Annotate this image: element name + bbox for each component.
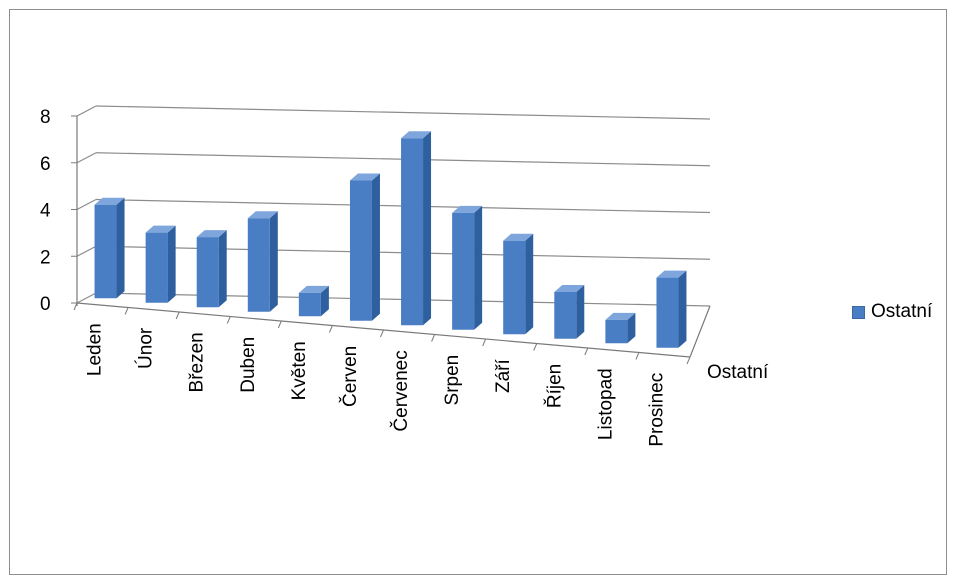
category-tick	[584, 347, 589, 356]
y-tick-label: 2	[40, 247, 51, 268]
bar-side	[576, 285, 585, 339]
category-tick	[73, 302, 78, 311]
bar-side	[116, 197, 125, 299]
bar-front	[656, 277, 679, 348]
chart-plot: 0 2 4 6 8 Leden Únor Březen Duben Květen Červen Če…	[40, 105, 769, 447]
bar-srpen	[452, 205, 483, 330]
category-tick	[124, 307, 129, 315]
bar-side	[474, 205, 483, 330]
legend-entry-ostatni: Ostatní	[871, 301, 933, 322]
bar-front	[94, 204, 117, 299]
bar-duben	[247, 211, 278, 312]
legend-swatch	[852, 305, 865, 319]
bar-top	[554, 285, 585, 292]
y-tick-label: 8	[40, 107, 51, 128]
y-tick-label: 4	[40, 201, 51, 222]
bar-front	[401, 138, 424, 326]
category-label: Červen	[339, 346, 361, 407]
category-tick	[277, 320, 282, 329]
category-label: Únor	[135, 327, 157, 369]
bar-front	[298, 292, 321, 317]
gridline	[95, 105, 711, 120]
depth-axis	[689, 305, 711, 358]
bar-září	[503, 233, 534, 335]
y-tick-label: 6	[40, 154, 51, 175]
bar-front	[349, 180, 372, 321]
category-tick	[328, 325, 333, 333]
bar-side	[371, 173, 380, 321]
bar-červen	[349, 173, 380, 321]
bar-říjen	[554, 285, 585, 339]
bar-side	[423, 131, 432, 326]
bar-květen	[298, 285, 329, 317]
bar-front	[503, 240, 526, 335]
category-tick	[533, 343, 538, 351]
bar-side	[218, 230, 227, 308]
category-tick	[431, 334, 436, 342]
category-label: Říjen	[543, 364, 565, 408]
bar-prosinec	[656, 270, 687, 348]
bar-top	[298, 285, 329, 293]
bar-únor	[145, 225, 176, 303]
bar-side	[525, 233, 534, 335]
category-tick	[482, 338, 487, 347]
side-gridline	[76, 292, 97, 304]
bar-side	[627, 312, 636, 344]
bars	[94, 131, 687, 348]
category-tick	[635, 352, 640, 360]
y-tick-labels: 0 2 4 6 8	[40, 107, 51, 315]
category-labels: Leden Únor Březen Duben Květen Červen Červenec…	[85, 323, 668, 446]
side-gridline	[76, 105, 97, 117]
category-tick	[175, 311, 180, 320]
side-gridline	[76, 152, 97, 164]
bar-front	[196, 237, 219, 308]
bar-front	[554, 292, 577, 339]
category-tick	[380, 329, 384, 338]
bar-front	[452, 212, 475, 330]
bar-side	[678, 270, 687, 348]
bar-top	[605, 312, 636, 320]
y-tick-label: 0	[40, 294, 51, 315]
bar-side	[320, 285, 329, 317]
side-gridline	[76, 198, 97, 211]
bar-březen	[196, 230, 227, 308]
category-label: Listopad	[595, 368, 616, 440]
bar-side	[167, 225, 176, 303]
bar-listopad	[605, 312, 636, 344]
bar-front	[247, 218, 270, 312]
bar-top	[94, 197, 125, 205]
series-axis-label: Ostatní	[707, 362, 769, 383]
legend: Ostatní	[852, 301, 932, 323]
bar-leden	[94, 197, 125, 299]
bar-front	[145, 232, 168, 303]
bar-front	[605, 319, 628, 344]
category-label: Prosinec	[646, 373, 667, 447]
bar-side	[269, 211, 278, 312]
bar-top	[247, 211, 278, 219]
category-tick	[686, 356, 691, 365]
category-label: Duben	[238, 337, 259, 393]
bar-top	[349, 173, 380, 181]
axes	[71, 115, 711, 365]
category-label: Červenec	[390, 350, 412, 431]
bar-top	[452, 205, 483, 213]
bar-top	[401, 131, 432, 139]
bar-top	[196, 230, 227, 238]
bar-top	[656, 270, 687, 278]
category-label: Březen	[187, 332, 208, 392]
category-tick	[226, 316, 231, 324]
category-label: Květen	[289, 341, 310, 400]
bar-top	[503, 233, 534, 241]
chart-frame: 0 2 4 6 8 Leden Únor Březen Duben Květen Červen Če…	[9, 9, 947, 575]
bar-červenec	[401, 131, 432, 326]
category-label: Leden	[85, 323, 106, 376]
bar-top	[145, 225, 176, 233]
category-label: Září	[493, 359, 514, 394]
category-label: Srpen	[442, 355, 463, 406]
side-gridline	[76, 245, 97, 257]
